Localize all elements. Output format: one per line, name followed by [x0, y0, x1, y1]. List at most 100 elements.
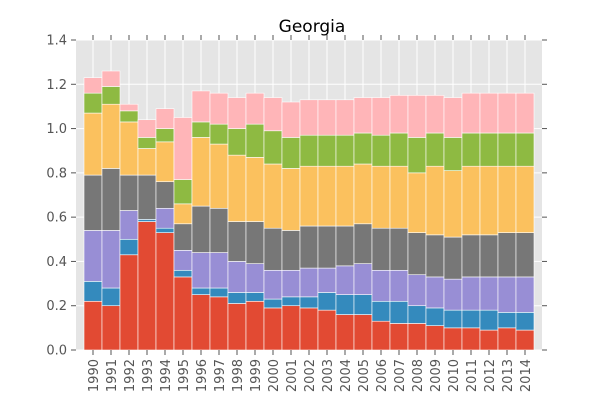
bar-segment-2005-s3 — [353, 263, 373, 295]
bar-segment-2008-s1 — [407, 323, 427, 351]
bar-segment-1998-s3 — [227, 261, 247, 293]
bar-segment-2001-s5 — [281, 168, 301, 231]
bar-segment-1993-s7 — [137, 119, 157, 138]
y-tick-labels: 0.0 0.2 0.4 0.6 0.8 1.0 1.2 1.4 — [46, 34, 67, 359]
bar-segment-1997-s6 — [209, 123, 229, 145]
bar-segment-1993-s1 — [137, 221, 157, 351]
bar-segment-2011-s4 — [461, 234, 481, 278]
x-tick-label: 1998 — [231, 359, 246, 392]
bar-segment-2006-s7 — [371, 97, 391, 136]
y-tick-label: 0.2 — [46, 299, 67, 314]
bar-segment-2012-s1 — [479, 329, 499, 351]
bar-segment-1993-s2 — [137, 219, 157, 222]
bar-segment-2008-s4 — [407, 232, 427, 276]
bar-segment-1999-s5 — [245, 157, 265, 222]
bar-segment-2009-s4 — [425, 234, 445, 278]
bar-segment-1996-s5 — [191, 137, 211, 207]
bar-segment-2001-s2 — [281, 296, 301, 307]
bar-segment-2012-s5 — [479, 165, 499, 236]
bar-segment-2003-s6 — [317, 134, 337, 167]
x-tick-label: 2012 — [483, 359, 498, 392]
bar-segment-2000-s6 — [263, 130, 283, 165]
bar-segment-2001-s4 — [281, 230, 301, 271]
y-tick-label: 0.8 — [46, 166, 67, 181]
bar-segment-2014-s4 — [515, 232, 535, 278]
bar-segment-2010-s4 — [443, 236, 463, 280]
x-tick-label: 2003 — [321, 359, 336, 392]
bar-segment-2009-s5 — [425, 165, 445, 236]
bar-segment-1999-s3 — [245, 263, 265, 293]
bar-segment-1992-s3 — [119, 210, 139, 240]
bar-segment-2007-s7 — [389, 95, 409, 134]
bar-segment-1992-s6 — [119, 110, 139, 123]
bar-segment-1994-s4 — [155, 181, 175, 209]
bar-segment-2009-s1 — [425, 325, 445, 351]
y-tick-label: 1.4 — [46, 34, 67, 49]
x-tick-label: 2005 — [357, 359, 372, 392]
bar-segment-1991-s2 — [101, 287, 121, 307]
bar-segment-2012-s6 — [479, 132, 499, 167]
bar-segment-2004-s3 — [335, 265, 355, 295]
bar-segment-1995-s2 — [173, 269, 193, 278]
bar-segment-2013-s4 — [497, 232, 517, 278]
bar-segment-1997-s2 — [209, 287, 229, 298]
bar-segment-2005-s6 — [353, 132, 373, 165]
bar-segment-2014-s7 — [515, 92, 535, 134]
bar-segment-1999-s7 — [245, 92, 265, 125]
bar-segment-1997-s3 — [209, 252, 229, 289]
bar-segment-2009-s7 — [425, 95, 445, 134]
bar-segment-1995-s7 — [173, 117, 193, 180]
bar-segment-1996-s2 — [191, 287, 211, 295]
bar-segment-1990-s5 — [83, 112, 103, 176]
bar-segment-2007-s3 — [389, 269, 409, 302]
bar-segment-2014-s1 — [515, 329, 535, 351]
bar-segment-2001-s3 — [281, 269, 301, 298]
x-tick-label: 1990 — [87, 359, 102, 392]
bar-segment-2003-s2 — [317, 292, 337, 311]
bar-segment-1991-s3 — [101, 230, 121, 289]
bar-segment-1990-s3 — [83, 230, 103, 282]
bar-segment-2002-s1 — [299, 307, 319, 351]
bar-segment-1998-s4 — [227, 221, 247, 262]
bar-segment-1993-s4 — [137, 174, 157, 220]
y-tick-label: 0.4 — [46, 255, 67, 270]
bar-segment-1991-s1 — [101, 305, 121, 351]
bar-segment-1992-s2 — [119, 238, 139, 256]
bar-segment-2011-s6 — [461, 132, 481, 167]
bar-segment-2013-s7 — [497, 92, 517, 134]
bar-segment-2000-s2 — [263, 298, 283, 309]
bar-segment-1995-s4 — [173, 223, 193, 251]
bar-segment-1996-s3 — [191, 252, 211, 289]
x-tick-label: 2001 — [285, 359, 300, 392]
bar-segment-1997-s1 — [209, 296, 229, 351]
bar-segment-2005-s1 — [353, 314, 373, 351]
bar-segment-1990-s2 — [83, 281, 103, 302]
x-tick-label: 2006 — [375, 359, 390, 392]
bar-segment-2006-s4 — [371, 227, 391, 271]
bar-segment-1999-s6 — [245, 123, 265, 158]
bar-segment-2014-s5 — [515, 165, 535, 233]
bar-segment-2008-s3 — [407, 274, 427, 307]
x-tick-label: 1991 — [105, 359, 120, 392]
bar-segment-1990-s7 — [83, 77, 103, 94]
bar-segment-1998-s2 — [227, 292, 247, 304]
bar-segment-2003-s4 — [317, 225, 337, 269]
bar-segment-2012-s4 — [479, 234, 499, 278]
bar-segment-1991-s6 — [101, 86, 121, 105]
bar-segment-1998-s1 — [227, 303, 247, 351]
bar-segment-1999-s2 — [245, 292, 265, 302]
x-tick-label: 2009 — [429, 359, 444, 392]
bar-segment-2013-s2 — [497, 312, 517, 329]
bars — [83, 70, 535, 351]
x-tick-label: 1994 — [159, 359, 174, 392]
bar-segment-1995-s5 — [173, 203, 193, 225]
bar-segment-2000-s1 — [263, 307, 283, 351]
bar-segment-2006-s1 — [371, 320, 391, 351]
x-tick-label: 2000 — [267, 359, 282, 392]
bar-segment-2010-s2 — [443, 309, 463, 329]
bar-segment-2011-s1 — [461, 327, 481, 351]
bar-segment-2013-s5 — [497, 165, 517, 233]
y-tick-label: 0.6 — [46, 211, 67, 226]
bar-segment-2000-s3 — [263, 269, 283, 300]
